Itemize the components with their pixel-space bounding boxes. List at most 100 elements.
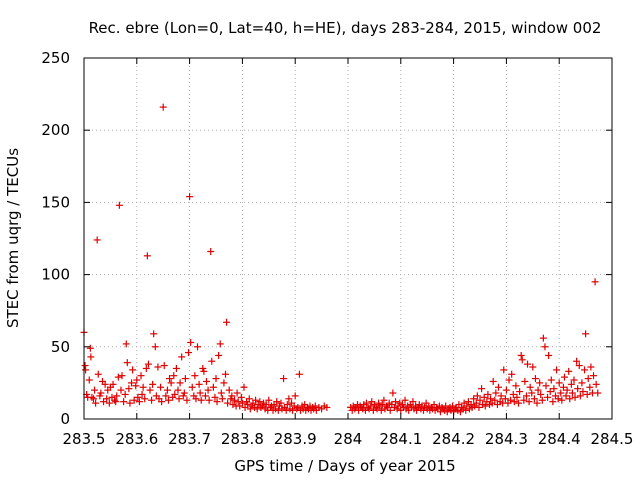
data-point: [392, 398, 400, 406]
data-point: [515, 399, 523, 407]
data-point: [205, 396, 213, 404]
data-point: [82, 366, 90, 374]
data-point: [575, 362, 583, 370]
data-point: [516, 388, 524, 396]
data-point: [87, 353, 95, 361]
data-point: [174, 386, 182, 394]
data-point: [187, 338, 195, 346]
data-point: [138, 390, 146, 398]
data-point: [212, 375, 220, 383]
data-point: [139, 383, 147, 391]
x-tick-label: 283.6: [115, 430, 158, 448]
data-point: [571, 393, 579, 401]
data-point: [113, 392, 121, 400]
data-point: [500, 366, 508, 374]
y-axis-title: STEC from uqrg / TECUs: [4, 148, 22, 328]
data-point: [470, 395, 478, 403]
data-point: [537, 390, 545, 398]
data-point: [581, 366, 589, 374]
data-point: [566, 395, 574, 403]
data-point: [559, 383, 567, 391]
data-point: [560, 373, 568, 381]
data-point: [257, 403, 265, 411]
data-point: [230, 396, 238, 404]
data-point: [211, 393, 219, 401]
data-point: [132, 382, 140, 390]
data-point: [158, 398, 166, 406]
data-point: [542, 382, 550, 390]
data-point: [128, 379, 136, 387]
data-point: [502, 386, 510, 394]
data-point: [458, 403, 466, 411]
data-point: [550, 385, 558, 393]
data-point: [195, 380, 203, 388]
data-point: [196, 389, 204, 397]
data-point: [191, 372, 199, 380]
data-point: [97, 389, 105, 397]
data-point: [293, 405, 301, 413]
data-point: [362, 399, 370, 407]
data-point: [570, 376, 578, 384]
data-point: [213, 398, 221, 406]
data-point: [149, 380, 157, 388]
data-point: [244, 401, 252, 409]
data-point: [90, 395, 98, 403]
data-point: [526, 383, 534, 391]
data-point: [530, 395, 538, 403]
data-point: [512, 382, 520, 390]
data-point: [283, 401, 291, 409]
data-point: [253, 405, 261, 413]
data-point: [117, 386, 125, 394]
data-point: [380, 396, 388, 404]
data-point: [295, 370, 303, 378]
data-point: [217, 389, 225, 397]
x-tick-labels: 283.5 283.6 283.7 283.8 283.9 284 284.1 284.2 28…: [63, 430, 634, 448]
data-point: [150, 330, 158, 338]
data-point: [521, 377, 529, 385]
data-point: [229, 401, 237, 409]
x-tick-label: 284.2: [432, 430, 475, 448]
y-tick-label: 250: [41, 49, 70, 67]
x-tick-label: 284.5: [591, 430, 634, 448]
data-point: [489, 377, 497, 385]
x-tick-label: 283.7: [168, 430, 211, 448]
x-tick-label: 284: [334, 430, 363, 448]
data-point: [144, 360, 152, 368]
data-point: [544, 393, 552, 401]
data-point: [291, 392, 299, 400]
data-point: [218, 395, 226, 403]
data-point: [377, 406, 385, 414]
data-point: [389, 389, 397, 397]
data-point: [513, 393, 521, 401]
data-point: [134, 393, 142, 401]
data-point: [574, 385, 582, 393]
data-point: [517, 351, 525, 359]
data-point: [240, 383, 248, 391]
data-point: [487, 395, 495, 403]
x-axis-title: GPS time / Days of year 2015: [234, 457, 455, 475]
data-point: [146, 386, 154, 394]
data-point: [480, 393, 488, 401]
data-point: [141, 395, 149, 403]
data-point: [501, 395, 509, 403]
data-point: [520, 396, 528, 404]
data-point: [594, 389, 602, 397]
data-point: [536, 379, 544, 387]
data-point: [181, 375, 189, 383]
data-point: [159, 103, 167, 111]
y-tick-label: 50: [51, 338, 70, 356]
data-point: [137, 372, 145, 380]
data-point: [92, 399, 100, 407]
data-point: [224, 399, 232, 407]
data-point: [197, 396, 205, 404]
data-point: [162, 392, 170, 400]
data-point: [563, 386, 571, 394]
data-point: [111, 396, 119, 404]
data-point: [528, 389, 536, 397]
data-point: [378, 401, 386, 409]
data-point: [194, 343, 202, 351]
data-point: [130, 396, 138, 404]
data-point: [172, 364, 180, 372]
data-point: [494, 383, 502, 391]
